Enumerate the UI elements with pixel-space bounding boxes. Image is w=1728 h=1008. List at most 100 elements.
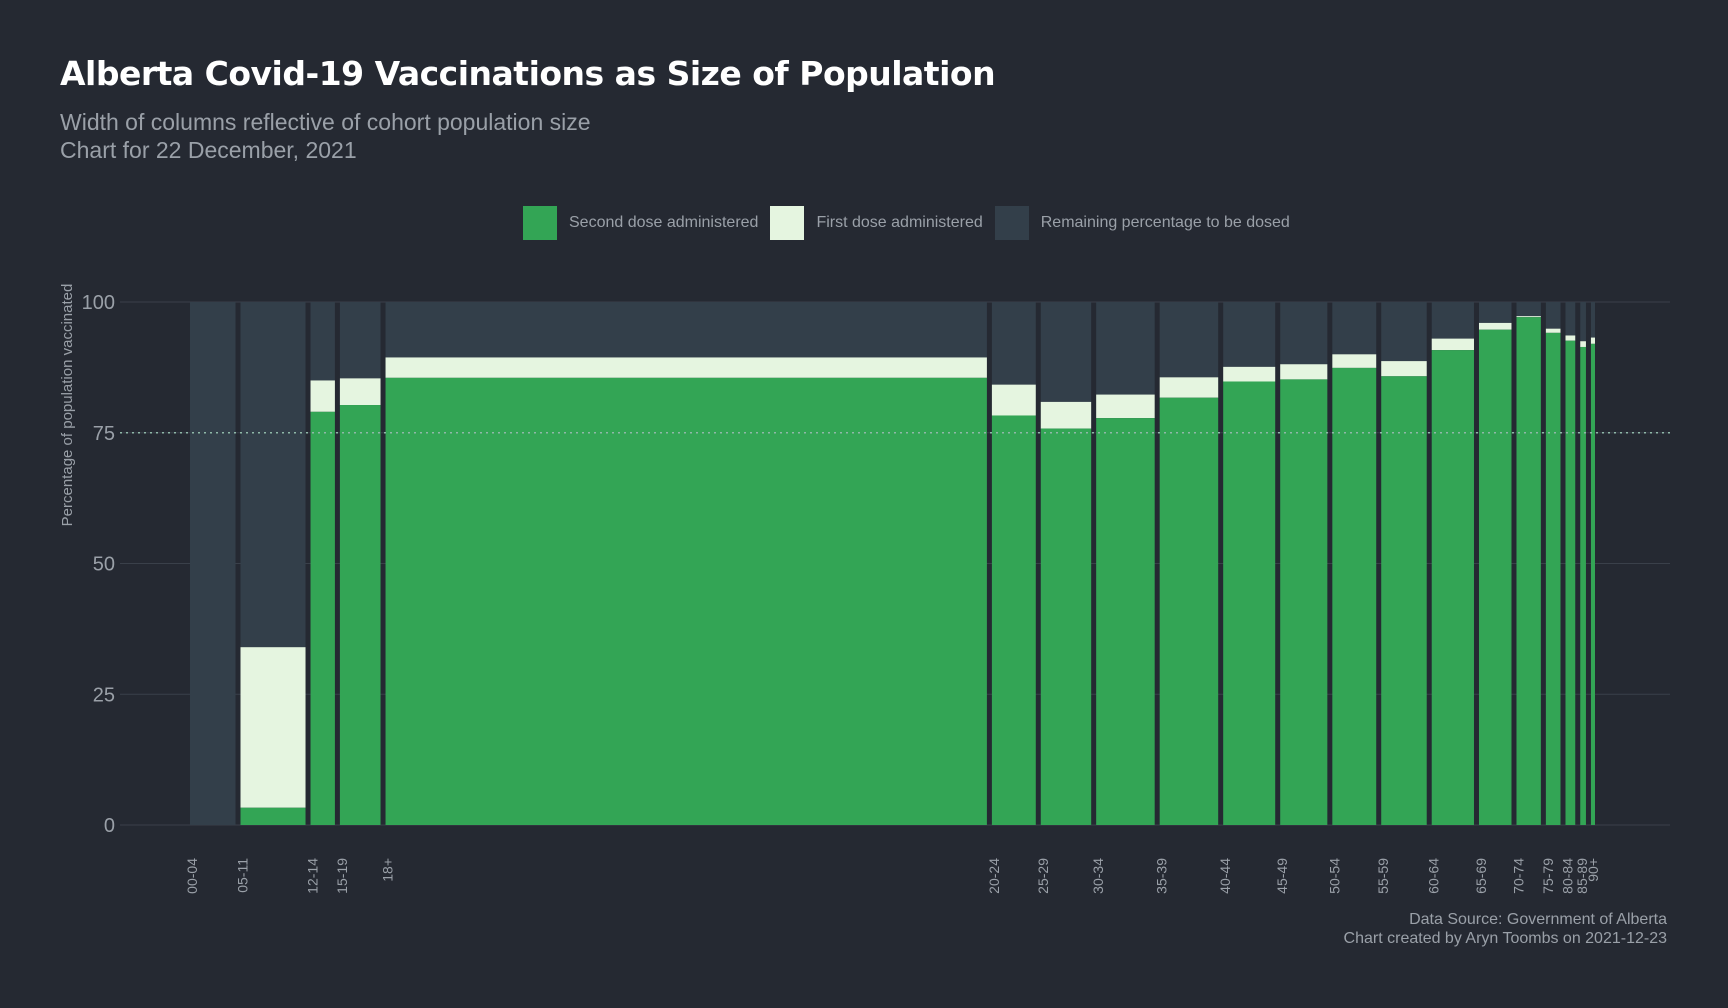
bar-second-dose	[1159, 397, 1219, 825]
cohort-bar-35-39	[1159, 302, 1219, 825]
bar-remaining	[1590, 302, 1595, 338]
subtitle-line-1: Width of columns reflective of cohort po…	[60, 109, 591, 135]
bar-first-dose	[1223, 366, 1276, 382]
bar-second-dose	[1431, 350, 1474, 825]
bar-remaining	[385, 302, 987, 358]
x-tick-label: 85-89	[1574, 858, 1590, 894]
bar-second-dose	[1516, 317, 1541, 825]
bar-first-dose	[1565, 335, 1576, 341]
x-tick-label: 50-54	[1326, 858, 1342, 894]
y-tick-label: 0	[104, 815, 115, 837]
bar-remaining	[1223, 302, 1276, 367]
bar-remaining	[1431, 302, 1474, 339]
cohort-bar-70-74	[1516, 302, 1541, 825]
bar-second-dose	[1332, 367, 1377, 825]
bar-first-dose	[1096, 394, 1155, 419]
x-tick-label: 55-59	[1375, 858, 1391, 894]
y-tick-label: 100	[82, 292, 115, 314]
bar-remaining	[1280, 302, 1328, 365]
bar-first-dose	[1040, 401, 1092, 429]
cohort-bar-18+	[385, 302, 987, 825]
subtitle-line-2: Chart for 22 December, 2021	[60, 137, 357, 163]
caption-credit: Chart created by Aryn Toombs on 2021-12-…	[1343, 930, 1667, 947]
y-axis-label: Percentage of population vaccinated	[59, 284, 76, 527]
cohort-bar-15-19	[339, 302, 381, 825]
bar-second-dose	[1580, 346, 1586, 825]
bar-second-dose	[1280, 379, 1328, 825]
bar-remaining	[1580, 302, 1586, 342]
bar-first-dose	[1431, 338, 1474, 351]
cohort-bar-30-34	[1096, 302, 1155, 825]
y-axis: 0 25 50 75 100	[82, 292, 115, 837]
legend-label-remaining: Remaining percentage to be dosed	[1040, 214, 1290, 231]
bar-second-dose	[1381, 376, 1427, 825]
bar-second-dose	[1545, 332, 1561, 825]
bar-first-dose	[310, 380, 335, 412]
legend-item-remaining: Remaining percentage to be dosed	[994, 206, 1290, 240]
bar-second-dose	[991, 415, 1036, 825]
bar-second-dose	[339, 405, 381, 825]
bar-remaining	[339, 302, 381, 379]
legend-swatch-second-dose	[523, 206, 557, 240]
legend-item-second-dose: Second dose administered	[523, 206, 758, 240]
bar-first-dose	[240, 647, 306, 808]
bar-second-dose	[1040, 428, 1092, 825]
x-tick-label: 18+	[380, 858, 396, 882]
bar-second-dose	[310, 411, 335, 825]
bar-remaining	[1516, 302, 1541, 317]
chart-caption: Data Source: Government of Alberta Chart…	[1344, 910, 1667, 948]
cohort-bar-12-14	[310, 302, 335, 825]
bar-remaining	[1381, 302, 1427, 362]
chart-title: Alberta Covid-19 Vaccinations as Size of…	[60, 54, 996, 93]
cohort-bar-65-69	[1478, 302, 1512, 825]
bar-first-dose	[1159, 377, 1219, 398]
cohort-bar-60-64	[1431, 302, 1474, 825]
bar-second-dose	[1223, 381, 1276, 825]
x-tick-label: 20-24	[986, 858, 1002, 894]
bar-remaining	[1565, 302, 1576, 336]
cohort-bar-75-79	[1545, 302, 1561, 825]
bar-remaining	[1040, 302, 1092, 402]
bar-second-dose	[1478, 329, 1512, 825]
cohort-bar-45-49	[1280, 302, 1328, 825]
x-tick-label: 35-39	[1154, 858, 1170, 894]
bar-first-dose	[339, 378, 381, 406]
bar-remaining	[240, 302, 306, 648]
x-tick-label: 60-64	[1426, 858, 1442, 894]
bar-remaining	[310, 302, 335, 381]
bar-remaining	[1159, 302, 1219, 378]
bar-first-dose	[1280, 364, 1328, 380]
bar-first-dose	[1545, 328, 1561, 333]
cohort-bar-25-29	[1040, 302, 1092, 825]
bar-second-dose	[1096, 418, 1155, 825]
bar-remaining	[1096, 302, 1155, 395]
x-tick-label: 05-11	[235, 858, 251, 893]
x-tick-label: 00-04	[184, 858, 200, 894]
x-tick-label: 70-74	[1510, 858, 1526, 894]
x-tick-label: 80-84	[1559, 858, 1575, 894]
x-tick-label: 25-29	[1035, 858, 1051, 894]
bar-remaining	[1332, 302, 1377, 355]
x-tick-label: 90+	[1585, 858, 1601, 882]
bars	[190, 302, 1595, 825]
cohort-bar-40-44	[1223, 302, 1276, 825]
bar-second-dose	[385, 377, 987, 825]
legend-item-first-dose: First dose administered	[770, 206, 983, 240]
x-tick-label: 45-49	[1274, 858, 1290, 894]
chart-legend: Second dose administered First dose admi…	[523, 206, 1302, 240]
chart-subtitle: Width of columns reflective of cohort po…	[60, 108, 591, 164]
x-tick-label: 75-79	[1540, 858, 1556, 894]
cohort-bar-85-89	[1580, 302, 1586, 825]
x-axis: 00-04 05-11 12-14 15-19 18+ 20-24 25-29 30-34 35…	[184, 858, 1601, 894]
bar-first-dose	[1516, 316, 1541, 318]
bar-first-dose	[1478, 322, 1512, 330]
bar-first-dose	[1381, 361, 1427, 377]
cohort-bar-80-84	[1565, 302, 1576, 825]
legend-swatch-first-dose	[770, 206, 805, 240]
bar-first-dose	[991, 384, 1036, 416]
legend-label-first-dose: First dose administered	[816, 214, 983, 231]
legend-label-second-dose: Second dose administered	[569, 214, 759, 231]
bar-second-dose	[1565, 340, 1576, 825]
x-tick-label: 15-19	[334, 858, 350, 894]
